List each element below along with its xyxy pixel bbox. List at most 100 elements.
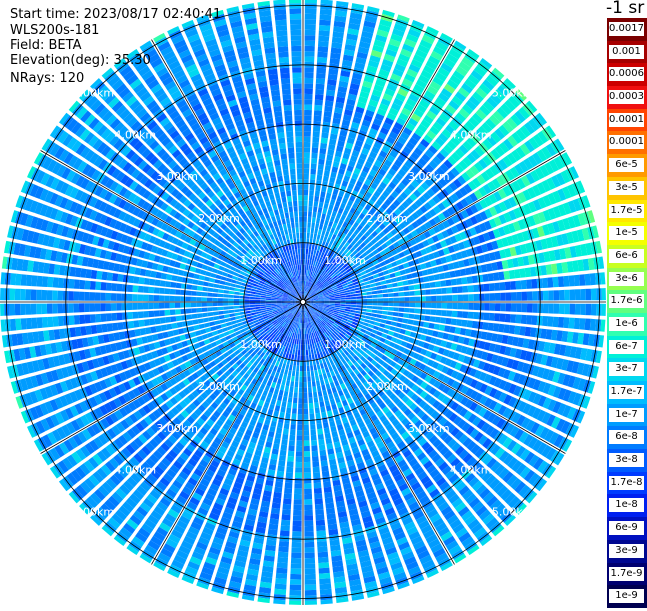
scan-gate-cell bbox=[296, 366, 299, 372]
scan-gate-cell bbox=[317, 213, 321, 219]
scan-gate-cell bbox=[320, 235, 324, 241]
scan-gate-cell bbox=[308, 206, 312, 212]
scan-gate-cell bbox=[317, 52, 327, 58]
scan-gate-cell bbox=[297, 334, 299, 339]
scan-gate-cell bbox=[296, 371, 299, 377]
scan-gate-cell bbox=[304, 185, 309, 190]
scan-gate-cell bbox=[325, 231, 330, 237]
scan-gate-cell bbox=[376, 286, 382, 290]
scan-gate-cell bbox=[310, 419, 315, 425]
scan-gate-cell bbox=[304, 211, 308, 216]
scan-gate-cell bbox=[478, 312, 484, 320]
scan-gate-cell bbox=[300, 329, 302, 334]
scan-gate-cell bbox=[591, 288, 597, 300]
scan-gate-cell bbox=[229, 310, 235, 314]
scan-gate-cell bbox=[316, 78, 325, 84]
scan-gate-cell bbox=[245, 308, 251, 311]
scan-gate-cell bbox=[314, 245, 317, 251]
scan-gate-cell bbox=[404, 292, 410, 297]
scan-gate-cell bbox=[307, 366, 310, 372]
scan-gate-cell bbox=[449, 271, 455, 278]
scan-gate-cell bbox=[308, 382, 312, 388]
scan-gate-cell bbox=[305, 259, 307, 264]
scan-gate-cell bbox=[288, 354, 291, 360]
scan-gate-cell bbox=[474, 294, 480, 301]
scan-gate-cell bbox=[324, 203, 329, 209]
scan-gate-cell bbox=[283, 499, 292, 505]
scan-gate-cell bbox=[321, 138, 328, 144]
scan-gate-cell bbox=[404, 308, 410, 313]
scan-gate-cell bbox=[322, 127, 330, 133]
scan-gate-cell bbox=[188, 326, 194, 332]
scan-gate-cell bbox=[293, 398, 297, 404]
scan-gate-cell bbox=[218, 311, 224, 315]
scan-gate-cell bbox=[192, 314, 198, 319]
scan-gate-cell bbox=[563, 276, 569, 287]
scan-gate-cell bbox=[314, 354, 317, 360]
scan-gate-cell bbox=[318, 557, 329, 563]
scan-gate-cell bbox=[434, 274, 440, 280]
scan-gate-cell bbox=[345, 307, 351, 310]
scan-gate-cell bbox=[290, 585, 302, 591]
scan-gate-cell bbox=[423, 322, 429, 328]
scan-gate-cell bbox=[236, 319, 242, 323]
scan-gate-cell bbox=[230, 317, 236, 321]
scan-gate-cell bbox=[305, 46, 315, 52]
scan-gate-cell bbox=[559, 304, 565, 315]
scan-gate-cell bbox=[170, 316, 176, 322]
scan-gate-cell bbox=[506, 292, 512, 300]
scan-gate-cell bbox=[277, 367, 282, 373]
scan-gate-cell bbox=[256, 309, 262, 312]
scan-gate-cell bbox=[303, 345, 305, 350]
scan-gate-cell bbox=[303, 334, 305, 339]
scan-gate-cell bbox=[326, 508, 335, 514]
scan-gate-cell bbox=[303, 243, 305, 248]
scan-gate-cell bbox=[320, 143, 327, 149]
scan-gate-cell bbox=[463, 303, 469, 310]
scan-gate-cell bbox=[462, 311, 468, 318]
scan-gate-cell bbox=[381, 319, 387, 324]
scan-gate-cell bbox=[305, 558, 316, 564]
scan-gate-cell bbox=[431, 310, 437, 316]
scan-gate-cell bbox=[324, 303, 329, 304]
scan-gate-cell bbox=[306, 355, 309, 361]
scan-gate-cell bbox=[379, 323, 385, 328]
scan-gate-cell bbox=[384, 275, 390, 280]
scan-gate-cell bbox=[292, 531, 302, 537]
scan-gate-cell bbox=[436, 296, 442, 302]
scan-gate-cell bbox=[314, 488, 322, 494]
scan-gate-cell bbox=[208, 312, 214, 316]
scan-gate-cell bbox=[305, 334, 307, 339]
scan-gate-cell bbox=[472, 321, 478, 329]
scan-gate-cell bbox=[509, 325, 515, 334]
scan-gate-cell bbox=[563, 317, 569, 328]
scan-gate-cell bbox=[305, 585, 317, 591]
scan-gate-cell bbox=[371, 313, 377, 317]
scan-gate-cell bbox=[309, 195, 314, 201]
scan-gate-cell bbox=[304, 222, 307, 228]
scan-gate-cell bbox=[386, 320, 392, 325]
scan-gate-cell bbox=[313, 132, 320, 138]
scan-gate-cell bbox=[292, 542, 302, 548]
scan-gate-cell bbox=[306, 345, 308, 351]
scan-gate-cell bbox=[299, 387, 303, 392]
scan-gate-cell bbox=[283, 429, 289, 435]
scan-gate-cell bbox=[346, 297, 352, 299]
scan-gate-cell bbox=[327, 410, 333, 416]
scan-gate-cell bbox=[314, 116, 322, 122]
scan-gate-cell bbox=[335, 296, 340, 298]
scan-gate-cell bbox=[304, 430, 309, 435]
scan-gate-cell bbox=[305, 553, 315, 559]
scan-gate-cell bbox=[488, 273, 494, 281]
scan-gate-cell bbox=[318, 207, 323, 213]
scan-gate-cell bbox=[569, 318, 575, 329]
scan-gate-cell bbox=[307, 222, 311, 228]
scan-gate-cell bbox=[324, 492, 332, 498]
scan-gate-cell bbox=[428, 323, 434, 329]
scan-gate-cell bbox=[564, 304, 570, 315]
scan-gate-cell bbox=[304, 94, 312, 100]
scan-gate-cell bbox=[404, 297, 409, 301]
scan-gate-cell bbox=[307, 260, 309, 266]
scan-gate-cell bbox=[372, 302, 377, 305]
scan-gate-cell bbox=[374, 278, 380, 283]
